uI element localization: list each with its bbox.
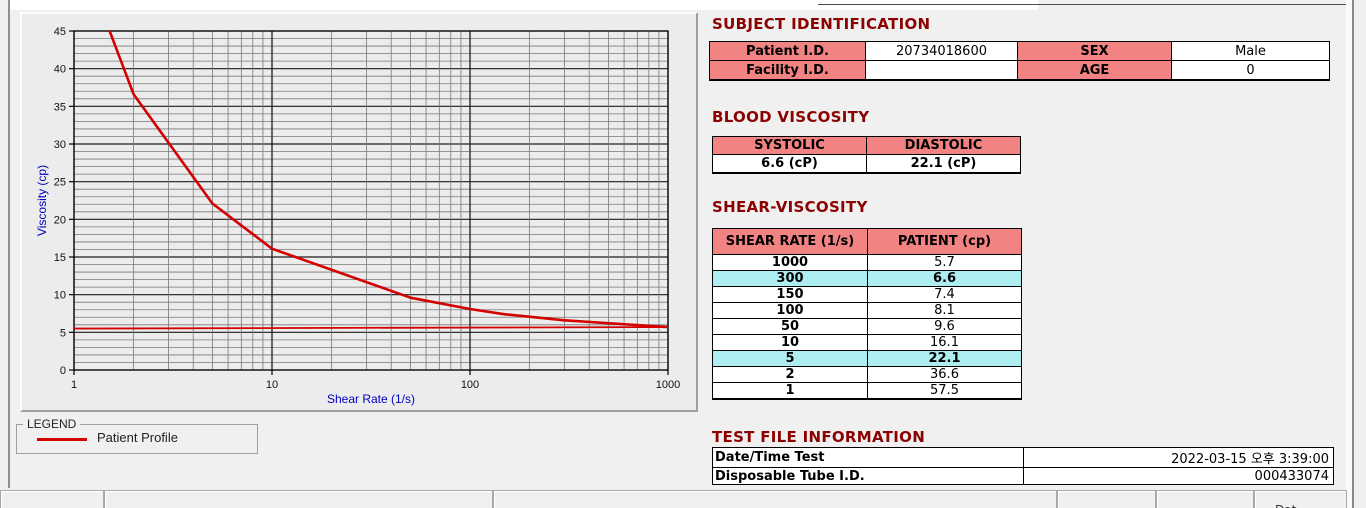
table-row: 300 6.6 bbox=[712, 270, 1022, 287]
test-file-information-heading: TEST FILE INFORMATION bbox=[712, 428, 926, 446]
y-tick-label: 35 bbox=[54, 101, 66, 113]
plot-area bbox=[74, 31, 668, 370]
table-row: 50 9.6 bbox=[712, 318, 1022, 335]
x-axis-title: Shear Rate (1/s) bbox=[327, 392, 415, 406]
table-row: 100 8.1 bbox=[712, 302, 1022, 319]
legend-caption: LEGEND bbox=[23, 417, 81, 431]
shear-rate-cell: 10 bbox=[712, 334, 868, 351]
status-segment-clipped-text: Dat bbox=[1254, 490, 1347, 508]
status-segment bbox=[1156, 490, 1254, 508]
systolic-value-cell: 6.6 (cP) bbox=[712, 154, 867, 174]
blood-viscosity-table: SYSTOLIC DIASTOLIC 6.6 (cP) 22.1 (cP) bbox=[712, 136, 1021, 174]
field-value-cell: 0 bbox=[1171, 60, 1330, 81]
table-row: Date/Time Test 2022-03-15 오후 3:39:00 bbox=[712, 447, 1334, 468]
y-tick-label: 10 bbox=[54, 290, 66, 302]
x-tick-label: 100 bbox=[461, 379, 479, 391]
patient-profile-line-swatch bbox=[37, 438, 87, 441]
table-row: 6.6 (cP) 22.1 (cP) bbox=[712, 154, 1021, 174]
blood-viscosity-heading: BLOOD VISCOSITY bbox=[712, 108, 870, 126]
table-row: Patient I.D. 20734018600 SEX Male bbox=[709, 41, 1330, 61]
shear-rate-cell: 100 bbox=[712, 302, 868, 319]
test-file-information-table: Date/Time Test 2022-03-15 오후 3:39:00 Dispo… bbox=[712, 447, 1334, 485]
field-value-cell: Male bbox=[1171, 41, 1330, 61]
y-tick-label: 45 bbox=[54, 26, 66, 38]
y-axis-title: Viscosity (cp) bbox=[35, 165, 49, 236]
shear-rate-cell: 1 bbox=[712, 382, 868, 400]
status-segment bbox=[493, 490, 1057, 508]
table-row: 1000 5.7 bbox=[712, 254, 1022, 271]
table-header-row: SHEAR RATE (1/s) PATIENT (cp) bbox=[712, 228, 1022, 255]
y-tick-label: 15 bbox=[54, 252, 66, 264]
shear-rate-cell: 300 bbox=[712, 270, 868, 287]
y-tick-label: 20 bbox=[54, 214, 66, 226]
status-segment bbox=[0, 490, 104, 508]
shear-rate-header-cell: SHEAR RATE (1/s) bbox=[712, 228, 868, 255]
x-tick-label: 1 bbox=[71, 379, 77, 391]
shear-rate-cell: 5 bbox=[712, 350, 868, 367]
shear-viscosity-chart-panel: 0 5 10 15 20 25 30 35 40 45 1 10 100 1000 Shear Rate (… bbox=[20, 12, 698, 412]
shear-rate-cell: 1000 bbox=[712, 254, 868, 271]
y-tick-label: 5 bbox=[60, 327, 66, 339]
shear-rate-cell: 2 bbox=[712, 366, 868, 383]
table-row: 150 7.4 bbox=[712, 286, 1022, 303]
patient-viscosity-cell: 57.5 bbox=[867, 382, 1022, 400]
window-top-divider bbox=[818, 4, 1346, 5]
chart-legend: LEGEND Patient Profile bbox=[16, 417, 258, 454]
patient-viscosity-cell: 36.6 bbox=[867, 366, 1022, 383]
table-row: Disposable Tube I.D. 000433074 bbox=[712, 467, 1334, 485]
field-label-cell: Disposable Tube I.D. bbox=[712, 467, 1024, 485]
baseline-reference-line bbox=[74, 326, 668, 330]
field-label-cell: Date/Time Test bbox=[712, 447, 1024, 468]
diastolic-header-cell: DIASTOLIC bbox=[866, 136, 1021, 155]
subject-identification-heading: SUBJECT IDENTIFICATION bbox=[712, 15, 931, 33]
table-row: 2 36.6 bbox=[712, 366, 1022, 383]
field-value-cell: 2022-03-15 오후 3:39:00 bbox=[1023, 447, 1334, 468]
y-tick-label: 30 bbox=[54, 139, 66, 151]
table-row: SYSTOLIC DIASTOLIC bbox=[712, 136, 1021, 155]
table-row: 1 57.5 bbox=[712, 382, 1022, 400]
x-tick-label: 1000 bbox=[656, 379, 680, 391]
shear-viscosity-heading: SHEAR-VISCOSITY bbox=[712, 198, 868, 216]
field-value-cell: 20734018600 bbox=[865, 41, 1018, 61]
status-bar: Dat bbox=[0, 490, 1366, 508]
field-value-cell: 000433074 bbox=[1023, 467, 1334, 485]
window-border-right-highlight bbox=[1346, 0, 1352, 508]
patient-profile-curve bbox=[108, 31, 668, 329]
window-border-left bbox=[8, 0, 10, 488]
field-label-cell: Facility I.D. bbox=[709, 60, 866, 81]
shear-rate-cell: 150 bbox=[712, 286, 868, 303]
shear-viscosity-table: SHEAR RATE (1/s) PATIENT (cp) 1000 5.7 300… bbox=[712, 228, 1022, 400]
y-tick-label: 40 bbox=[54, 64, 66, 76]
x-tick-label: 10 bbox=[266, 379, 278, 391]
subject-identification-table: Patient I.D. 20734018600 SEX Male Facility I… bbox=[709, 41, 1330, 81]
diastolic-value-cell: 22.1 (cP) bbox=[866, 154, 1021, 174]
window-border-right bbox=[1352, 0, 1354, 508]
patient-viscosity-cell: 5.7 bbox=[867, 254, 1022, 271]
shear-viscosity-chart: 0 5 10 15 20 25 30 35 40 45 1 10 100 1000 Shear Rate (… bbox=[35, 26, 680, 406]
field-label-cell: Patient I.D. bbox=[709, 41, 866, 61]
legend-series-label: Patient Profile bbox=[97, 430, 178, 445]
patient-viscosity-cell: 9.6 bbox=[867, 318, 1022, 335]
patient-header-cell: PATIENT (cp) bbox=[867, 228, 1022, 255]
table-row: 10 16.1 bbox=[712, 334, 1022, 351]
field-label-cell: SEX bbox=[1017, 41, 1172, 61]
field-value-cell bbox=[865, 60, 1018, 81]
table-row: 5 22.1 bbox=[712, 350, 1022, 367]
field-label-cell: AGE bbox=[1017, 60, 1172, 81]
patient-viscosity-cell: 6.6 bbox=[867, 270, 1022, 287]
status-segment bbox=[1057, 490, 1156, 508]
patient-viscosity-cell: 8.1 bbox=[867, 302, 1022, 319]
table-row: Facility I.D. AGE 0 bbox=[709, 60, 1330, 81]
shear-rate-cell: 50 bbox=[712, 318, 868, 335]
patient-viscosity-cell: 7.4 bbox=[867, 286, 1022, 303]
systolic-header-cell: SYSTOLIC bbox=[712, 136, 867, 155]
window-top-strip bbox=[9, 0, 1038, 10]
patient-viscosity-cell: 22.1 bbox=[867, 350, 1022, 367]
status-segment bbox=[104, 490, 493, 508]
y-tick-label: 25 bbox=[54, 177, 66, 189]
patient-viscosity-cell: 16.1 bbox=[867, 334, 1022, 351]
y-tick-label: 0 bbox=[60, 365, 66, 377]
